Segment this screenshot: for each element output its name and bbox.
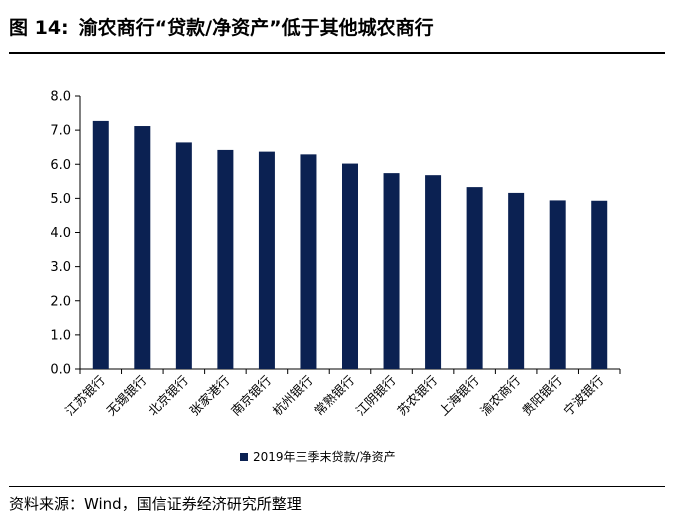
bar — [466, 187, 483, 369]
figure-title: 图 14: 渝农商行“贷款/净资产”低于其他城农商行 — [9, 14, 665, 42]
source-note: 资料来源：Wind，国信证券经济研究所整理 — [9, 495, 302, 513]
bar — [258, 151, 275, 369]
bar — [217, 149, 234, 369]
bar — [134, 126, 151, 369]
x-tick-label: 上海银行 — [436, 373, 482, 419]
x-tick-label: 杭州银行 — [270, 373, 316, 419]
figure-label: 图 14: — [9, 17, 69, 39]
bar — [591, 200, 608, 369]
y-tick-label: 5.0 — [50, 192, 71, 207]
x-tick-label: 江阴银行 — [353, 373, 399, 419]
y-tick-label: 0.0 — [50, 363, 71, 378]
y-tick-label: 1.0 — [50, 328, 71, 343]
y-tick-label: 4.0 — [50, 226, 71, 241]
title-rule — [9, 52, 665, 54]
bar — [300, 154, 317, 369]
bar — [175, 142, 192, 369]
x-tick-label: 苏农银行 — [394, 373, 440, 419]
bar — [383, 173, 400, 369]
x-tick-label: 常熟银行 — [311, 373, 357, 419]
legend-label: 2019年三季末贷款/净资产 — [253, 450, 396, 464]
x-tick-label: 贵阳银行 — [519, 373, 565, 419]
x-tick-label: 渝农商行 — [477, 373, 523, 419]
bar — [425, 175, 442, 369]
bar — [92, 120, 109, 369]
bar — [508, 192, 525, 369]
bar — [342, 163, 358, 369]
bar — [549, 200, 566, 369]
y-tick-label: 8.0 — [50, 90, 71, 105]
x-tick-label: 江苏银行 — [62, 373, 108, 419]
y-tick-label: 7.0 — [50, 124, 71, 139]
chart-legend: 2019年三季末贷款/净资产 — [240, 448, 396, 466]
y-tick-label: 3.0 — [50, 260, 71, 275]
x-tick-label: 宁波银行 — [560, 373, 606, 419]
legend-swatch — [240, 452, 248, 461]
y-tick-label: 6.0 — [50, 158, 71, 173]
x-tick-label: 张家港行 — [187, 373, 233, 419]
x-tick-label: 南京银行 — [228, 373, 274, 419]
x-tick-label: 无锡银行 — [103, 373, 149, 419]
source-rule — [9, 486, 665, 487]
figure-title-text: 渝农商行“贷款/净资产”低于其他城农商行 — [78, 17, 434, 39]
y-tick-label: 2.0 — [50, 294, 71, 309]
x-tick-label: 北京银行 — [145, 373, 191, 419]
